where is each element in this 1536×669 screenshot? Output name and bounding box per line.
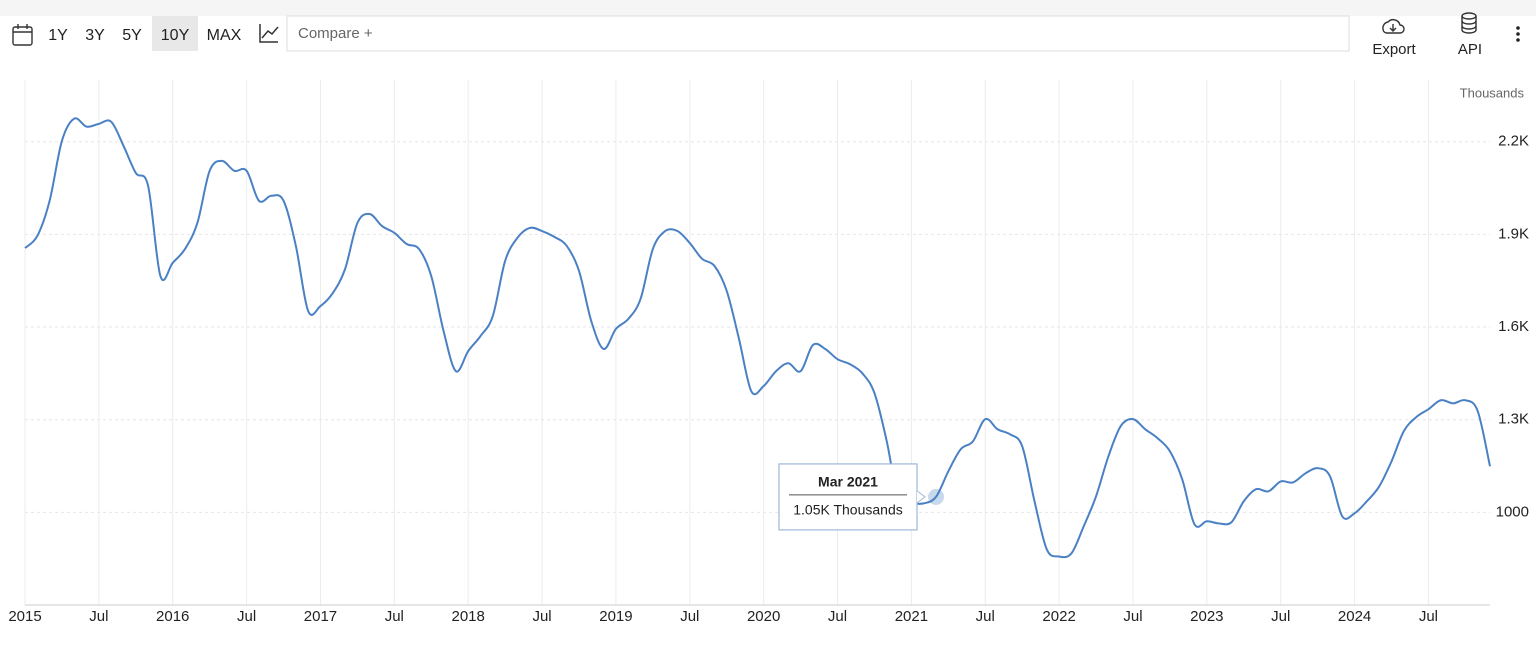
y-tick-label: 1000	[1496, 503, 1529, 520]
x-tick-label: 2024	[1338, 608, 1371, 625]
x-tick-label: Jul	[89, 608, 108, 625]
range-button[interactable]: 10Y	[161, 27, 190, 44]
x-tick-label: 2017	[304, 608, 337, 625]
range-selected-bg	[152, 16, 198, 51]
tooltip-title: Mar 2021	[818, 474, 878, 490]
toolbar-band	[0, 0, 1536, 16]
x-tick-label: Jul	[828, 608, 847, 625]
api-icon[interactable]	[1461, 12, 1477, 34]
export-icon[interactable]	[1382, 19, 1405, 34]
x-tick-label: 2021	[895, 608, 928, 625]
x-tick-label: 2023	[1190, 608, 1223, 625]
tooltip-arrow	[916, 490, 926, 504]
compare-input[interactable]	[286, 15, 1350, 52]
x-tick-label: Jul	[680, 608, 699, 625]
export-button[interactable]: Export	[1372, 41, 1416, 58]
x-tick-label: 2019	[599, 608, 632, 625]
x-tick-label: Jul	[976, 608, 995, 625]
range-button[interactable]: MAX	[207, 27, 242, 44]
y-unit-label: Thousands	[1460, 85, 1525, 100]
x-tick-label: Jul	[1419, 608, 1438, 625]
api-button[interactable]: API	[1458, 41, 1482, 58]
range-button[interactable]: 3Y	[85, 27, 105, 44]
x-tick-label: 2015	[8, 608, 41, 625]
chart-type-icon[interactable]	[259, 24, 279, 43]
compare-placeholder: Compare +	[298, 25, 373, 42]
x-tick-label: 2016	[156, 608, 189, 625]
tooltip-box	[778, 463, 918, 531]
more-menu[interactable]	[1516, 26, 1520, 42]
x-tick-label: Jul	[1271, 608, 1290, 625]
range-button[interactable]: 5Y	[122, 27, 142, 44]
x-tick-label: Jul	[532, 608, 551, 625]
x-tick-label: 2022	[1042, 608, 1075, 625]
y-tick-label: 1.9K	[1498, 225, 1529, 242]
tooltip-value: 1.05K Thousands	[793, 502, 903, 518]
range-button[interactable]: 1Y	[48, 27, 68, 44]
data-line	[24, 117, 1491, 559]
x-tick-label: 2018	[452, 608, 485, 625]
x-tick-label: Jul	[385, 608, 404, 625]
y-tick-label: 1.6K	[1498, 318, 1529, 335]
x-tick-label: 2020	[747, 608, 780, 625]
y-tick-label: 2.2K	[1498, 133, 1529, 150]
x-tick-label: Jul	[237, 608, 256, 625]
x-tick-label: Jul	[1123, 608, 1142, 625]
hover-point	[928, 488, 945, 505]
calendar-icon[interactable]	[12, 24, 33, 46]
y-tick-label: 1.3K	[1498, 411, 1529, 428]
